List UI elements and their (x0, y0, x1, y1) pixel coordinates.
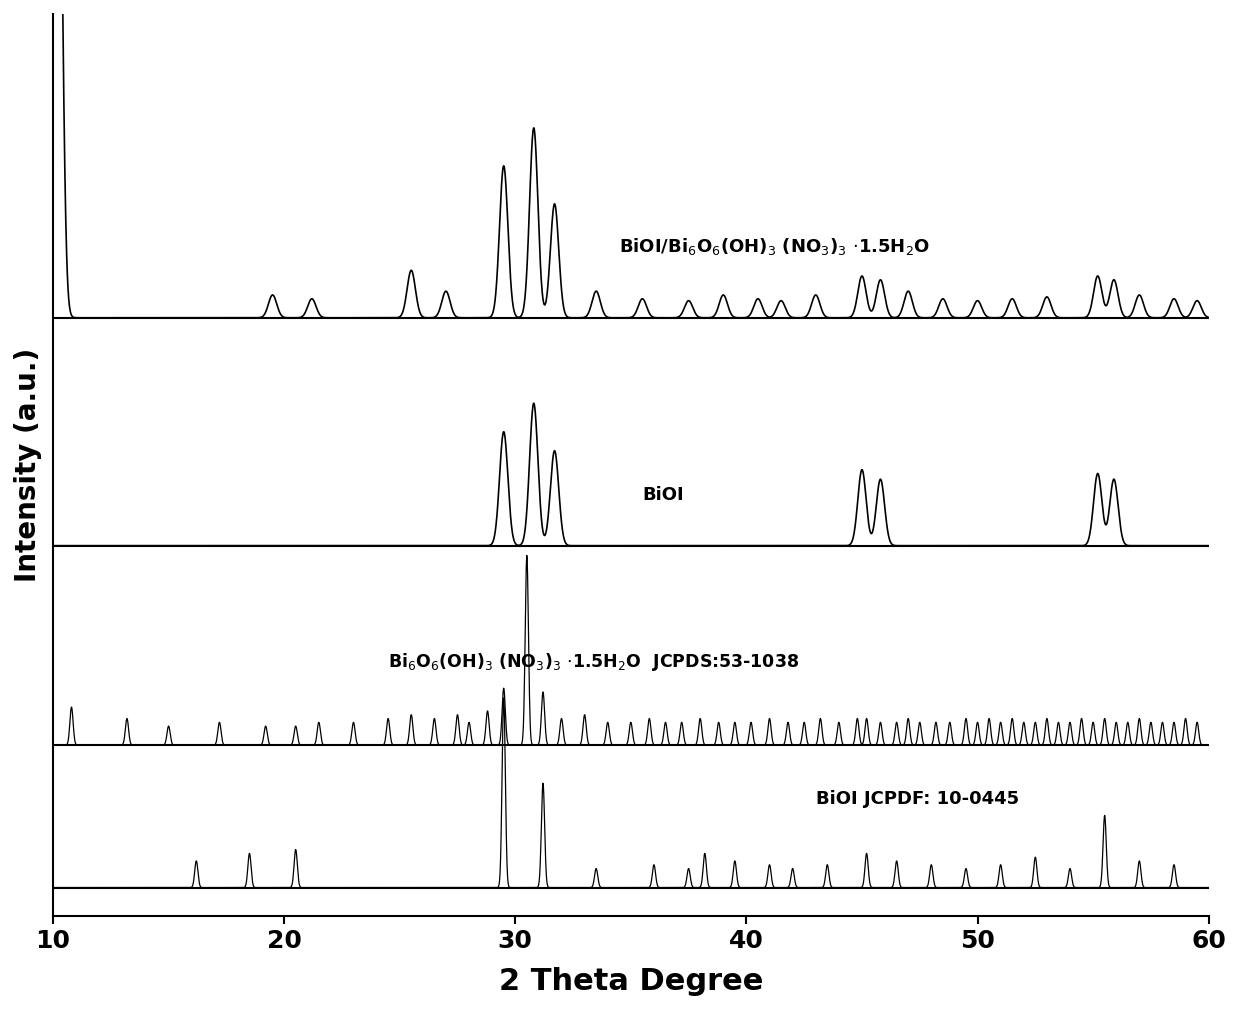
Text: BiOI: BiOI (642, 486, 684, 504)
Text: BiOI/Bi$_6$O$_6$(OH)$_3$ (NO$_3$)$_3$ $\cdot$1.5H$_2$O: BiOI/Bi$_6$O$_6$(OH)$_3$ (NO$_3$)$_3$ $\… (619, 236, 930, 257)
X-axis label: 2 Theta Degree: 2 Theta Degree (498, 968, 763, 996)
Y-axis label: Intensity (a.u.): Intensity (a.u.) (14, 347, 42, 582)
Text: Bi$_6$O$_6$(OH)$_3$ (NO$_3$)$_3$ $\cdot$1.5H$_2$O  JCPDS:53-1038: Bi$_6$O$_6$(OH)$_3$ (NO$_3$)$_3$ $\cdot$… (388, 650, 800, 673)
Text: BiOI JCPDF: 10-0445: BiOI JCPDF: 10-0445 (816, 790, 1019, 808)
